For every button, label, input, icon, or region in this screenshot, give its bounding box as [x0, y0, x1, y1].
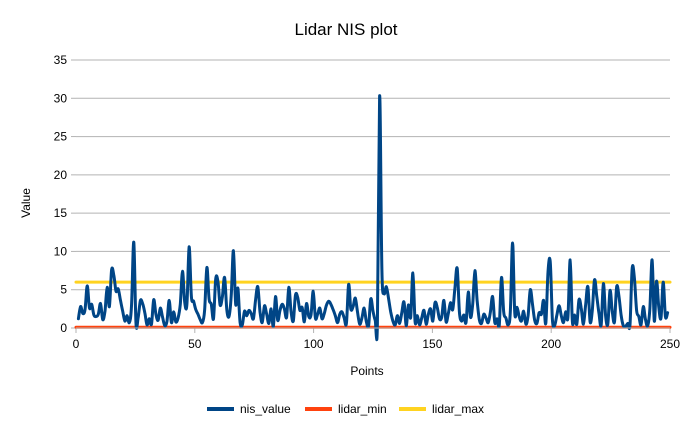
y-tick-label: 0 — [60, 321, 67, 335]
y-tick-label: 20 — [54, 168, 68, 182]
chart-title: Lidar NIS plot — [295, 20, 398, 39]
y-tick-label: 30 — [54, 91, 68, 105]
legend-label-nis-value: nis_value — [240, 402, 291, 416]
series-lines — [74, 94, 672, 342]
y-axis-title: Value — [19, 188, 33, 218]
y-tick-label: 15 — [54, 206, 68, 220]
x-tick-label: 0 — [73, 337, 80, 351]
y-tick-label: 5 — [60, 283, 67, 297]
y-tick-label: 10 — [54, 244, 68, 258]
legend: nis_value lidar_min lidar_max — [207, 402, 484, 416]
legend-label-lidar-min: lidar_min — [338, 402, 387, 416]
x-axis-title: Points — [350, 364, 383, 378]
x-tick-label: 100 — [304, 337, 324, 351]
legend-label-lidar-max: lidar_max — [432, 402, 484, 416]
x-tick-label: 150 — [422, 337, 442, 351]
y-tick-label: 25 — [54, 130, 68, 144]
x-tick-label: 50 — [188, 337, 202, 351]
x-tick-label: 250 — [660, 337, 680, 351]
y-axis-ticks: 0 5 10 15 20 25 30 35 — [54, 53, 76, 335]
y-tick-label: 35 — [54, 53, 68, 67]
x-axis-ticks: 0 50 100 150 200 250 — [73, 328, 680, 351]
series-line-nis-value — [76, 94, 670, 342]
x-tick-label: 200 — [541, 337, 561, 351]
gridlines — [76, 59, 670, 291]
